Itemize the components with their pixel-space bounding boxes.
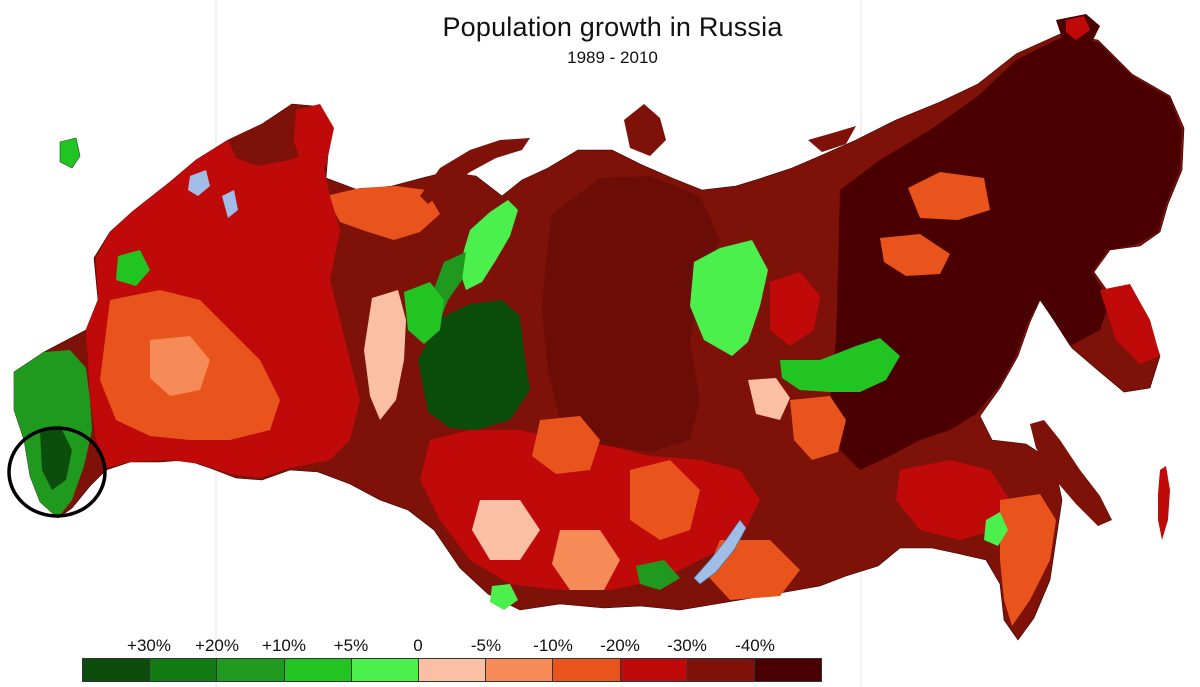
region-khanty-mansi <box>418 300 530 430</box>
region-yakutia-orange <box>790 396 846 460</box>
region-khabarovsk-green <box>984 512 1008 546</box>
region-tuva-green <box>636 560 680 590</box>
region-irkutsk-orange <box>630 460 700 540</box>
legend-swatch <box>620 659 688 681</box>
region-far-east <box>830 38 1182 470</box>
legend-label: +10% <box>262 636 306 655</box>
map-title: Population growth in Russia <box>442 12 783 42</box>
lake-onega <box>222 190 238 218</box>
region-kaliningrad <box>59 137 81 169</box>
region-altai-green <box>490 584 518 610</box>
region-ural-green <box>404 282 444 344</box>
legend-swatch <box>418 659 487 681</box>
region-central-siberia <box>542 176 720 452</box>
legend-label: +5% <box>333 636 369 655</box>
legend-swatch <box>150 659 218 681</box>
region-kola-red <box>294 104 334 170</box>
region-yakutia-pink <box>748 378 790 420</box>
region-upper-orange-2 <box>880 234 950 276</box>
island-sakhalin <box>1030 420 1112 526</box>
island-wrangel-red <box>1066 16 1090 40</box>
legend-swatch <box>553 659 621 681</box>
legend-swatch <box>687 659 755 681</box>
legend-color-bar <box>82 658 822 682</box>
legend-swatch <box>351 659 419 681</box>
region-amur <box>896 460 1010 540</box>
legend-label: -40% <box>735 636 775 655</box>
legend-swatch <box>217 659 285 681</box>
legend-label: -20% <box>600 636 640 655</box>
region-urals-pink <box>364 290 406 420</box>
region-karelia-maroon <box>228 108 312 166</box>
region-upper-orange <box>908 172 990 220</box>
lake-ladoga <box>188 170 210 196</box>
legend-swatch <box>486 659 554 681</box>
island-novaya-zemlya <box>420 138 530 204</box>
legend-label: 0 <box>413 636 423 655</box>
legend-label: -30% <box>667 636 707 655</box>
legend-label: -5% <box>470 636 502 655</box>
region-south-pink-2 <box>552 530 620 590</box>
region-south-pink <box>472 500 540 560</box>
region-kamchatka-red <box>1100 284 1160 364</box>
island-severnaya-zemlya <box>624 104 666 156</box>
map-subtitle: 1989 - 2010 <box>567 48 658 67</box>
region-yakutia-green <box>690 240 768 356</box>
lake-baikal <box>693 519 747 585</box>
region-moscow-green <box>116 250 150 286</box>
legend-swatch <box>83 659 151 681</box>
legend-label: -10% <box>533 636 573 655</box>
island-new-siberian <box>808 126 856 152</box>
region-altai-orange <box>532 416 600 474</box>
legend-swatch <box>754 659 822 681</box>
legend-swatch <box>284 659 352 681</box>
region-yakutia-red <box>770 272 820 346</box>
legend-labels: +30% +20% +10% +5% 0 -5% -10% -20% -30% … <box>82 636 822 658</box>
region-yamal <box>460 200 518 290</box>
region-central-yakutia-green <box>780 338 900 392</box>
legend-label: +20% <box>195 636 239 655</box>
region-primorye <box>1000 494 1056 626</box>
region-dagestan <box>40 426 72 490</box>
region-komi-orange <box>326 186 440 240</box>
legend-label: +30% <box>127 636 171 655</box>
highlight-circle <box>7 426 107 518</box>
region-european-pink <box>150 336 210 396</box>
island-kurils <box>1158 466 1170 540</box>
